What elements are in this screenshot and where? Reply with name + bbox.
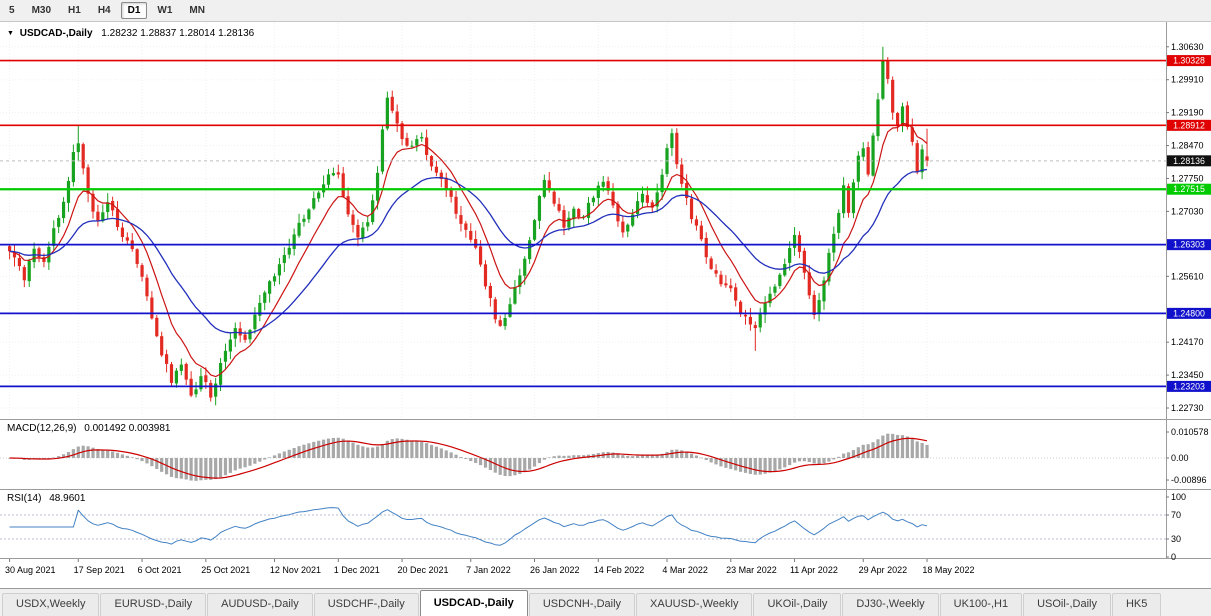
price-axis[interactable]: 1.30630 1.29910 1.29190 1.28470 1.27750 1.270…	[1166, 42, 1211, 562]
price-axis-badge-current-price	[1167, 155, 1211, 167]
svg-text:30: 30	[1171, 534, 1181, 544]
svg-text:20 Dec 2021: 20 Dec 2021	[397, 565, 448, 575]
price-axis-badge-support	[1167, 380, 1211, 392]
tab-usdchf-daily[interactable]: USDCHF-,Daily	[313, 593, 419, 616]
svg-text:1.27750: 1.27750	[1171, 173, 1204, 183]
price-axis-badge-resistance	[1167, 55, 1211, 67]
rsi-name: RSI(14)	[7, 493, 42, 504]
macd-panel[interactable]	[0, 433, 1166, 481]
svg-text:12 Nov 2021: 12 Nov 2021	[270, 565, 321, 575]
timeframe-toolbar: 5 M30 H1 H4 D1 W1 MN	[0, 0, 1211, 22]
svg-text:1.25610: 1.25610	[1171, 271, 1204, 281]
svg-text:7 Jan 2022: 7 Jan 2022	[466, 565, 511, 575]
svg-text:1.24170: 1.24170	[1171, 337, 1204, 347]
ma-fast-line	[9, 122, 928, 378]
timeframe-button-h4[interactable]: H4	[97, 5, 111, 16]
timeframe-button-w1[interactable]: W1	[157, 5, 173, 16]
svg-text:29 Apr 2022: 29 Apr 2022	[859, 565, 908, 575]
tab-hk5[interactable]: HK5	[1111, 593, 1162, 616]
tab-eurusd-daily[interactable]: EURUSD-,Daily	[100, 593, 207, 616]
rsi-panel[interactable]	[0, 507, 1166, 546]
svg-text:4 Mar 2022: 4 Mar 2022	[662, 565, 708, 575]
timeframe-button-h1[interactable]: H1	[68, 5, 81, 16]
macd-signal-line	[9, 437, 928, 479]
timeframe-button-5[interactable]: 5	[9, 5, 15, 16]
svg-text:18 May 2022: 18 May 2022	[922, 565, 974, 575]
chart-dropdown-icon[interactable]: ▼	[7, 30, 14, 37]
tab-xauusd-weekly[interactable]: XAUUSD-,Weekly	[636, 593, 753, 616]
chart-tabs: USDX,Weekly EURUSD-,Daily AUDUSD-,Daily USD…	[0, 588, 1211, 616]
panel-separators	[0, 22, 1211, 559]
svg-text:1.28136: 1.28136	[1173, 156, 1205, 166]
timeframe-button-mn[interactable]: MN	[189, 5, 205, 16]
macd-indicator-label: MACD(12,26,9) 0.001492 0.003981	[7, 423, 170, 434]
svg-text:1.27515: 1.27515	[1173, 184, 1205, 194]
svg-text:1.23203: 1.23203	[1173, 381, 1205, 391]
svg-text:14 Feb 2022: 14 Feb 2022	[594, 565, 645, 575]
tab-usdcnh-daily[interactable]: USDCNH-,Daily	[528, 593, 636, 616]
timeframe-button-m30[interactable]: M30	[31, 5, 52, 16]
rsi-indicator-label: RSI(14) 48.9601	[7, 493, 85, 504]
svg-text:1.28470: 1.28470	[1171, 141, 1204, 151]
svg-text:1.23450: 1.23450	[1171, 370, 1204, 380]
svg-text:1.30328: 1.30328	[1173, 56, 1205, 66]
timeframe-button-d1[interactable]: D1	[120, 2, 148, 19]
svg-text:25 Oct 2021: 25 Oct 2021	[201, 565, 250, 575]
svg-text:1.27030: 1.27030	[1171, 206, 1204, 216]
price-axis-badge-resistance	[1167, 119, 1211, 131]
chart-grid	[0, 23, 1166, 419]
chart-area[interactable]: 1.30630 1.29910 1.29190 1.28470 1.27750 1.270…	[0, 22, 1211, 588]
price-axis-badge-support	[1167, 183, 1211, 195]
tab-usdx-weekly[interactable]: USDX,Weekly	[2, 593, 100, 616]
svg-text:0: 0	[1171, 552, 1176, 562]
svg-text:26 Jan 2022: 26 Jan 2022	[530, 565, 580, 575]
macd-name: MACD(12,26,9)	[7, 423, 77, 434]
time-axis[interactable]: 30 Aug 2021 17 Sep 2021 6 Oct 2021 25 Oct 2…	[5, 559, 974, 575]
svg-text:1.29190: 1.29190	[1171, 108, 1204, 118]
svg-text:23 Mar 2022: 23 Mar 2022	[726, 565, 777, 575]
svg-text:17 Sep 2021: 17 Sep 2021	[74, 565, 125, 575]
rsi-values: 48.9601	[49, 493, 86, 504]
rsi-line	[9, 507, 928, 546]
svg-text:1.22730: 1.22730	[1171, 403, 1204, 413]
svg-text:1.29910: 1.29910	[1171, 75, 1204, 85]
svg-text:30 Aug 2021: 30 Aug 2021	[5, 565, 56, 575]
svg-text:70: 70	[1171, 510, 1181, 520]
price-axis-badge-support	[1167, 239, 1211, 251]
tab-uk100-h1[interactable]: UK100-,H1	[939, 593, 1023, 616]
tab-audusd-daily[interactable]: AUDUSD-,Daily	[207, 593, 313, 616]
svg-text:100: 100	[1171, 492, 1186, 502]
tab-usdcad-daily[interactable]: USDCAD-,Daily	[419, 590, 528, 616]
svg-text:0.010578: 0.010578	[1171, 427, 1209, 437]
svg-text:1.26303: 1.26303	[1173, 240, 1205, 250]
svg-text:0.00: 0.00	[1171, 453, 1189, 463]
svg-text:6 Oct 2021: 6 Oct 2021	[137, 565, 181, 575]
svg-text:1 Dec 2021: 1 Dec 2021	[334, 565, 380, 575]
chart-ohlc-values: 1.28232 1.28837 1.28014 1.28136	[101, 28, 255, 39]
chart-title: ▼ USDCAD-,Daily 1.28232 1.28837 1.28014 …	[7, 28, 254, 39]
tab-ukoil-daily[interactable]: UKOil-,Daily	[753, 593, 842, 616]
candlestick-chart[interactable]: 1.30630 1.29910 1.29190 1.28470 1.27750 1.270…	[0, 22, 1211, 588]
price-axis-badge-support	[1167, 307, 1211, 319]
macd-values: 0.001492 0.003981	[84, 423, 171, 434]
svg-text:11 Apr 2022: 11 Apr 2022	[790, 565, 838, 575]
svg-text:1.30630: 1.30630	[1171, 42, 1204, 52]
chart-symbol-label: USDCAD-,Daily	[19, 28, 93, 39]
chart-background	[0, 22, 1211, 588]
tab-dj30-weekly[interactable]: DJ30-,Weekly	[842, 593, 939, 616]
svg-text:1.28912: 1.28912	[1173, 120, 1205, 130]
svg-text:1.24800: 1.24800	[1173, 308, 1205, 318]
svg-text:-0.00896: -0.00896	[1171, 475, 1207, 485]
tab-usoil-daily[interactable]: USOil-,Daily	[1023, 593, 1111, 616]
price-panel[interactable]	[0, 46, 1166, 406]
ma-slow-line	[9, 168, 928, 334]
